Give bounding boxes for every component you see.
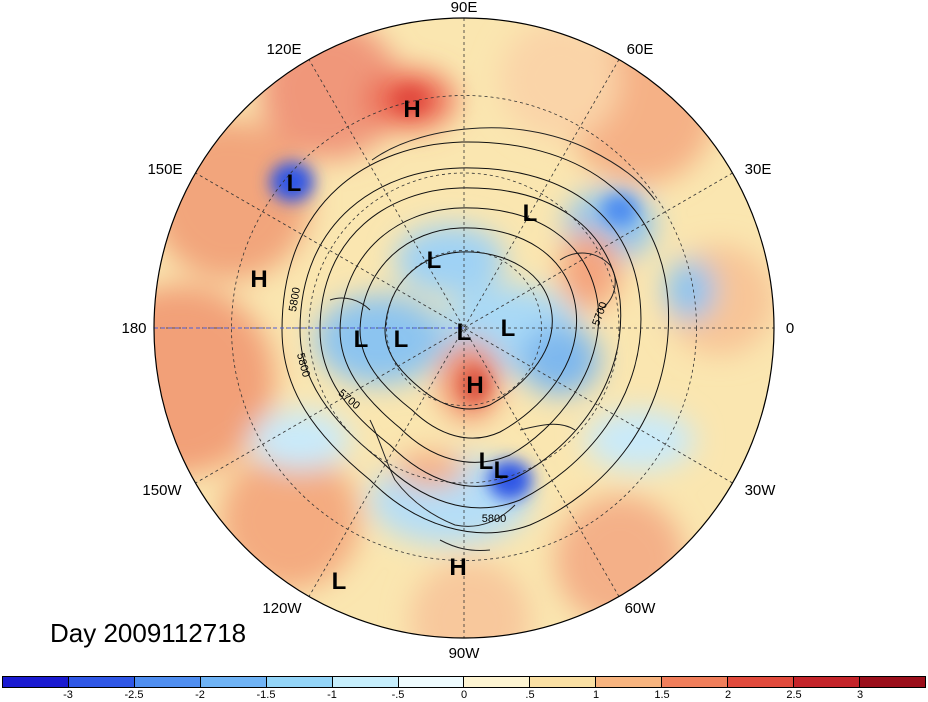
map-boundary — [153, 17, 775, 639]
pressure-center: L — [457, 319, 472, 346]
pressure-centers: H L H L L L L L L H L L H L — [250, 96, 537, 595]
lon-label-120w: 120W — [262, 600, 302, 617]
longitude-labels: 90E 60E 30E 0 30W 60W 90W 120W 150W 180 … — [121, 0, 794, 662]
colorbar-tick-label: -2 — [195, 689, 205, 701]
colorbar-swatch — [530, 677, 597, 687]
lon-label-30w: 30W — [745, 482, 777, 499]
pressure-center: H — [466, 372, 483, 399]
colorbar-tick-label: .5 — [525, 689, 535, 701]
lon-label-90e: 90E — [451, 0, 478, 16]
colorbar-tick-label: 1.5 — [654, 689, 670, 701]
pressure-center: L — [479, 448, 494, 475]
colorbar-tick-label: 2.5 — [786, 689, 802, 701]
pressure-center: L — [494, 457, 509, 484]
pressure-center: H — [403, 96, 420, 123]
colorbar-swatch — [596, 677, 663, 687]
contour-label: 5800 — [287, 286, 303, 312]
colorbar-tick-label: -.5 — [391, 689, 405, 701]
colorbar-swatch — [200, 677, 267, 687]
lon-label-60e: 60E — [627, 41, 654, 58]
pressure-center: L — [354, 326, 369, 353]
colorbar-tick-label: -3 — [63, 689, 73, 701]
colorbar-swatch — [134, 677, 201, 687]
pressure-center: L — [287, 170, 302, 197]
colorbar-swatch — [859, 677, 925, 687]
colorbar-swatch — [728, 677, 795, 687]
colorbar-swatch — [332, 677, 399, 687]
colorbar-tick-label: -1 — [327, 689, 337, 701]
pressure-center: H — [449, 554, 466, 581]
lon-label-150e: 150E — [147, 161, 182, 178]
pressure-center: L — [501, 315, 516, 342]
anomaly-field — [154, 18, 774, 638]
lon-label-0: 0 — [786, 320, 794, 337]
colorbar-tick-label: -2.5 — [124, 689, 144, 701]
polar-map: 90E 60E 30E 0 30W 60W 90W 120W 150W 180 … — [121, 0, 794, 662]
pressure-center: L — [394, 326, 409, 353]
colorbar — [2, 676, 926, 688]
lon-label-150w: 150W — [142, 482, 182, 499]
colorbar-swatch — [398, 677, 465, 687]
colorbar-tick-label: 3 — [856, 689, 864, 701]
colorbar-swatch — [266, 677, 333, 687]
colorbar-swatch — [3, 677, 69, 687]
colorbar-swatch — [794, 677, 860, 687]
pressure-center: L — [332, 568, 347, 595]
colorbar-swatch — [662, 677, 729, 687]
graticule — [154, 18, 774, 638]
lon-label-90w: 90W — [449, 645, 481, 662]
lon-label-180: 180 — [121, 320, 146, 337]
colorbar-tick-label: 1 — [592, 689, 600, 701]
pressure-center: L — [523, 200, 538, 227]
colorbar-tick-label: -1.5 — [256, 689, 276, 701]
colorbar-tick-label: 0 — [460, 689, 468, 701]
lon-label-60w: 60W — [625, 600, 657, 617]
colorbar-swatch — [464, 677, 531, 687]
colorbar-swatch — [68, 677, 135, 687]
lon-label-30e: 30E — [745, 161, 772, 178]
pressure-center: H — [250, 266, 267, 293]
date-label: Day 2009112718 — [50, 618, 247, 648]
colorbar-tick-label: 2 — [724, 689, 732, 701]
height-contours — [281, 141, 670, 534]
contour-label: 5800 — [482, 513, 506, 525]
lon-label-120e: 120E — [266, 41, 301, 58]
pressure-center: L — [427, 247, 442, 274]
colorbar-ticks: -3 -2.5 -2 -1.5 -1 -.5 0 .5 1 1.5 2 2.5 3 — [0, 689, 928, 702]
